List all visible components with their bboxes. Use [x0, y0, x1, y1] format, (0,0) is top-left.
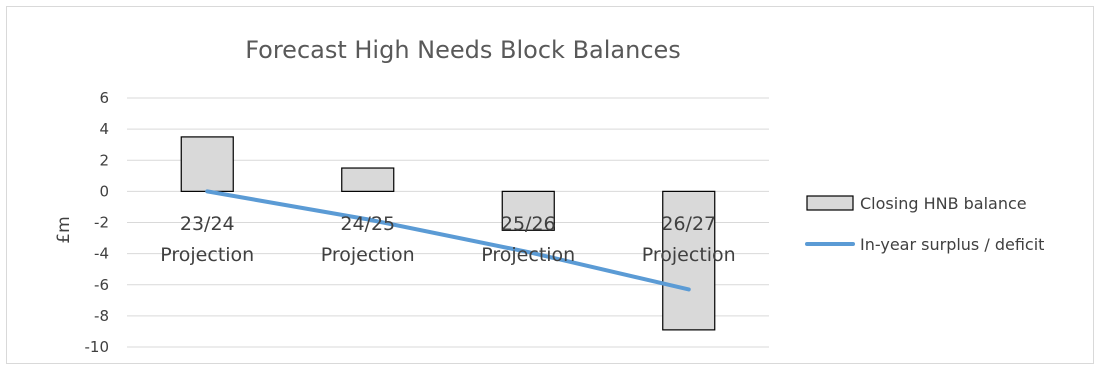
- line-series: [205, 189, 691, 292]
- chart-svg: Forecast High Needs Block Balances £m 6 4…: [54, 36, 1044, 356]
- y-tick-label: -8: [94, 307, 109, 325]
- category-label: Projection: [160, 244, 254, 266]
- bars: [180, 136, 716, 331]
- category-label: Projection: [321, 244, 415, 266]
- chart-title: Forecast High Needs Block Balances: [245, 36, 681, 64]
- y-tick-label: -10: [85, 338, 110, 356]
- category-label: 23/24: [180, 213, 235, 235]
- chart-frame: Forecast High Needs Block Balances £m 6 4…: [6, 6, 1094, 364]
- category-label: 25/26: [501, 213, 556, 235]
- y-tick-label: 4: [99, 120, 109, 138]
- category-label: 24/25: [340, 213, 395, 235]
- legend-label-in-year-surplus-deficit: In-year surplus / deficit: [860, 235, 1044, 254]
- y-tick-label: -2: [94, 214, 109, 232]
- legend: Closing HNB balance In-year surplus / def…: [805, 194, 1044, 254]
- bar-closing-hnb-balance: [662, 190, 716, 331]
- category-labels: 23/24 Projection 24/25 Projection 25/26 Proje…: [160, 213, 735, 266]
- y-tick-label: 2: [99, 151, 109, 169]
- bar-closing-hnb-balance: [341, 167, 395, 192]
- category-label: Projection: [481, 244, 575, 266]
- category-label: 26/27: [661, 213, 716, 235]
- category-label: Projection: [642, 244, 736, 266]
- y-tick-label: -4: [94, 245, 109, 263]
- gridlines: [127, 97, 769, 348]
- legend-label-closing-hnb-balance: Closing HNB balance: [860, 194, 1027, 213]
- bar-closing-hnb-balance: [180, 136, 234, 192]
- y-tick-label: 6: [99, 89, 109, 107]
- line-in-year-surplus-deficit: [205, 189, 691, 292]
- y-tick-labels: 6 4 2 0 -2 -4 -6 -8 -10: [85, 89, 110, 356]
- legend-swatch-bar: [806, 195, 854, 211]
- y-axis-label: £m: [54, 216, 74, 243]
- bar-closing-hnb-balance: [501, 190, 555, 231]
- y-tick-label: 0: [99, 182, 109, 200]
- y-tick-label: -6: [94, 276, 109, 294]
